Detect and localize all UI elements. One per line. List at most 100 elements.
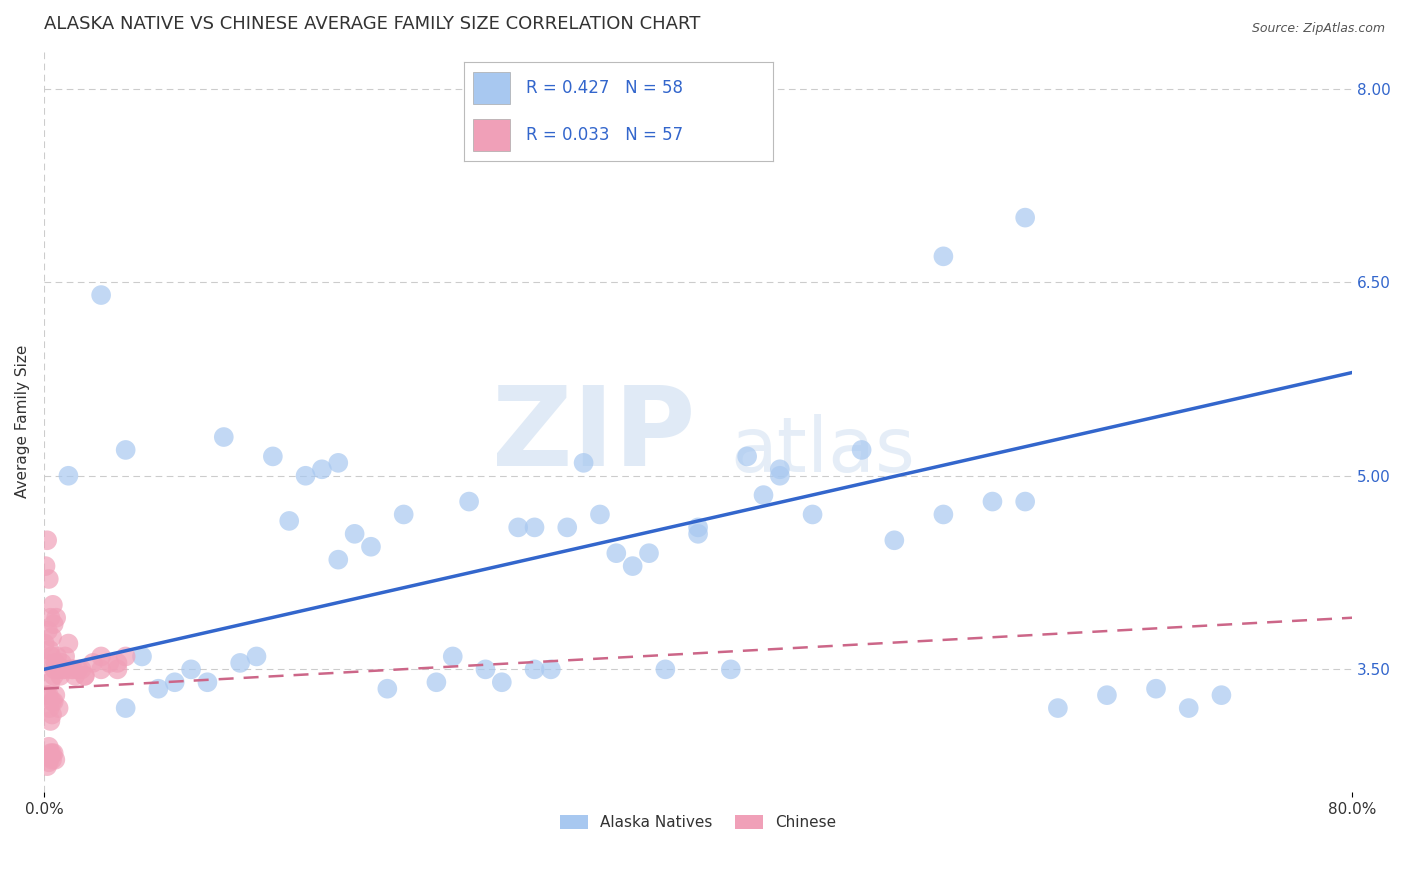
Point xyxy=(73,669,96,683)
Point xyxy=(58,636,80,650)
Point xyxy=(589,508,612,522)
Point xyxy=(82,656,104,670)
Point xyxy=(41,707,63,722)
Legend: Alaska Natives, Chinese: Alaska Natives, Chinese xyxy=(554,809,842,837)
Point xyxy=(70,662,93,676)
Point xyxy=(932,508,955,522)
Point xyxy=(52,662,75,676)
Point xyxy=(474,662,496,676)
Point xyxy=(37,688,59,702)
Point xyxy=(37,533,59,548)
Point xyxy=(41,695,63,709)
Point xyxy=(98,656,121,670)
Point xyxy=(41,746,63,760)
Point xyxy=(262,450,284,464)
Point xyxy=(229,656,252,670)
Point xyxy=(114,442,136,457)
Point xyxy=(114,701,136,715)
Point xyxy=(37,759,59,773)
Point xyxy=(90,662,112,676)
Point xyxy=(39,714,62,728)
Point xyxy=(45,611,67,625)
Point xyxy=(425,675,447,690)
Point xyxy=(197,675,219,690)
Point xyxy=(51,656,73,670)
Point xyxy=(1095,688,1118,702)
Point xyxy=(343,526,366,541)
Point xyxy=(38,701,60,715)
Point xyxy=(245,649,267,664)
Point xyxy=(37,624,59,638)
Point xyxy=(42,669,65,683)
Point xyxy=(328,552,350,566)
Point xyxy=(62,662,84,676)
Point xyxy=(48,701,70,715)
Point xyxy=(39,746,62,760)
Point xyxy=(48,662,70,676)
Point xyxy=(90,649,112,664)
Point xyxy=(392,508,415,522)
Point xyxy=(52,662,75,676)
Point xyxy=(180,662,202,676)
Point xyxy=(540,662,562,676)
Point xyxy=(41,753,63,767)
Point xyxy=(686,526,709,541)
Point xyxy=(981,494,1004,508)
Point xyxy=(60,662,83,676)
Point xyxy=(90,288,112,302)
Point xyxy=(39,649,62,664)
Point xyxy=(44,656,66,670)
Point xyxy=(1144,681,1167,696)
Point xyxy=(44,688,66,702)
Point xyxy=(67,662,90,676)
Point xyxy=(34,559,56,574)
Point xyxy=(735,450,758,464)
Point xyxy=(46,649,69,664)
FancyBboxPatch shape xyxy=(474,72,510,103)
Point xyxy=(441,649,464,664)
Point xyxy=(34,636,56,650)
Point xyxy=(42,746,65,760)
Point xyxy=(883,533,905,548)
Point xyxy=(523,520,546,534)
Point xyxy=(311,462,333,476)
Text: R = 0.427   N = 58: R = 0.427 N = 58 xyxy=(526,79,683,97)
Point xyxy=(39,750,62,764)
Point xyxy=(375,681,398,696)
Point xyxy=(1177,701,1199,715)
Point xyxy=(38,756,60,770)
Text: Source: ZipAtlas.com: Source: ZipAtlas.com xyxy=(1251,22,1385,36)
Point xyxy=(1211,688,1233,702)
Point xyxy=(686,520,709,534)
Point xyxy=(638,546,661,560)
Point xyxy=(42,695,65,709)
Point xyxy=(53,649,76,664)
Point xyxy=(491,675,513,690)
Point xyxy=(148,681,170,696)
Point xyxy=(932,249,955,263)
Point xyxy=(654,662,676,676)
Point xyxy=(555,520,578,534)
Point xyxy=(328,456,350,470)
Point xyxy=(458,494,481,508)
Point xyxy=(769,468,792,483)
Point xyxy=(38,643,60,657)
Point xyxy=(39,675,62,690)
Point xyxy=(360,540,382,554)
Point xyxy=(44,753,66,767)
Point xyxy=(621,559,644,574)
Point xyxy=(38,572,60,586)
Point xyxy=(294,468,316,483)
Text: R = 0.033   N = 57: R = 0.033 N = 57 xyxy=(526,126,683,144)
Point xyxy=(1046,701,1069,715)
Text: atlas: atlas xyxy=(730,414,915,488)
Point xyxy=(107,662,129,676)
Point xyxy=(1014,494,1036,508)
Point xyxy=(523,662,546,676)
Point xyxy=(58,468,80,483)
Y-axis label: Average Family Size: Average Family Size xyxy=(15,344,30,498)
Text: ZIP: ZIP xyxy=(492,383,695,489)
Point xyxy=(44,662,66,676)
Point xyxy=(41,630,63,644)
Point xyxy=(63,669,86,683)
